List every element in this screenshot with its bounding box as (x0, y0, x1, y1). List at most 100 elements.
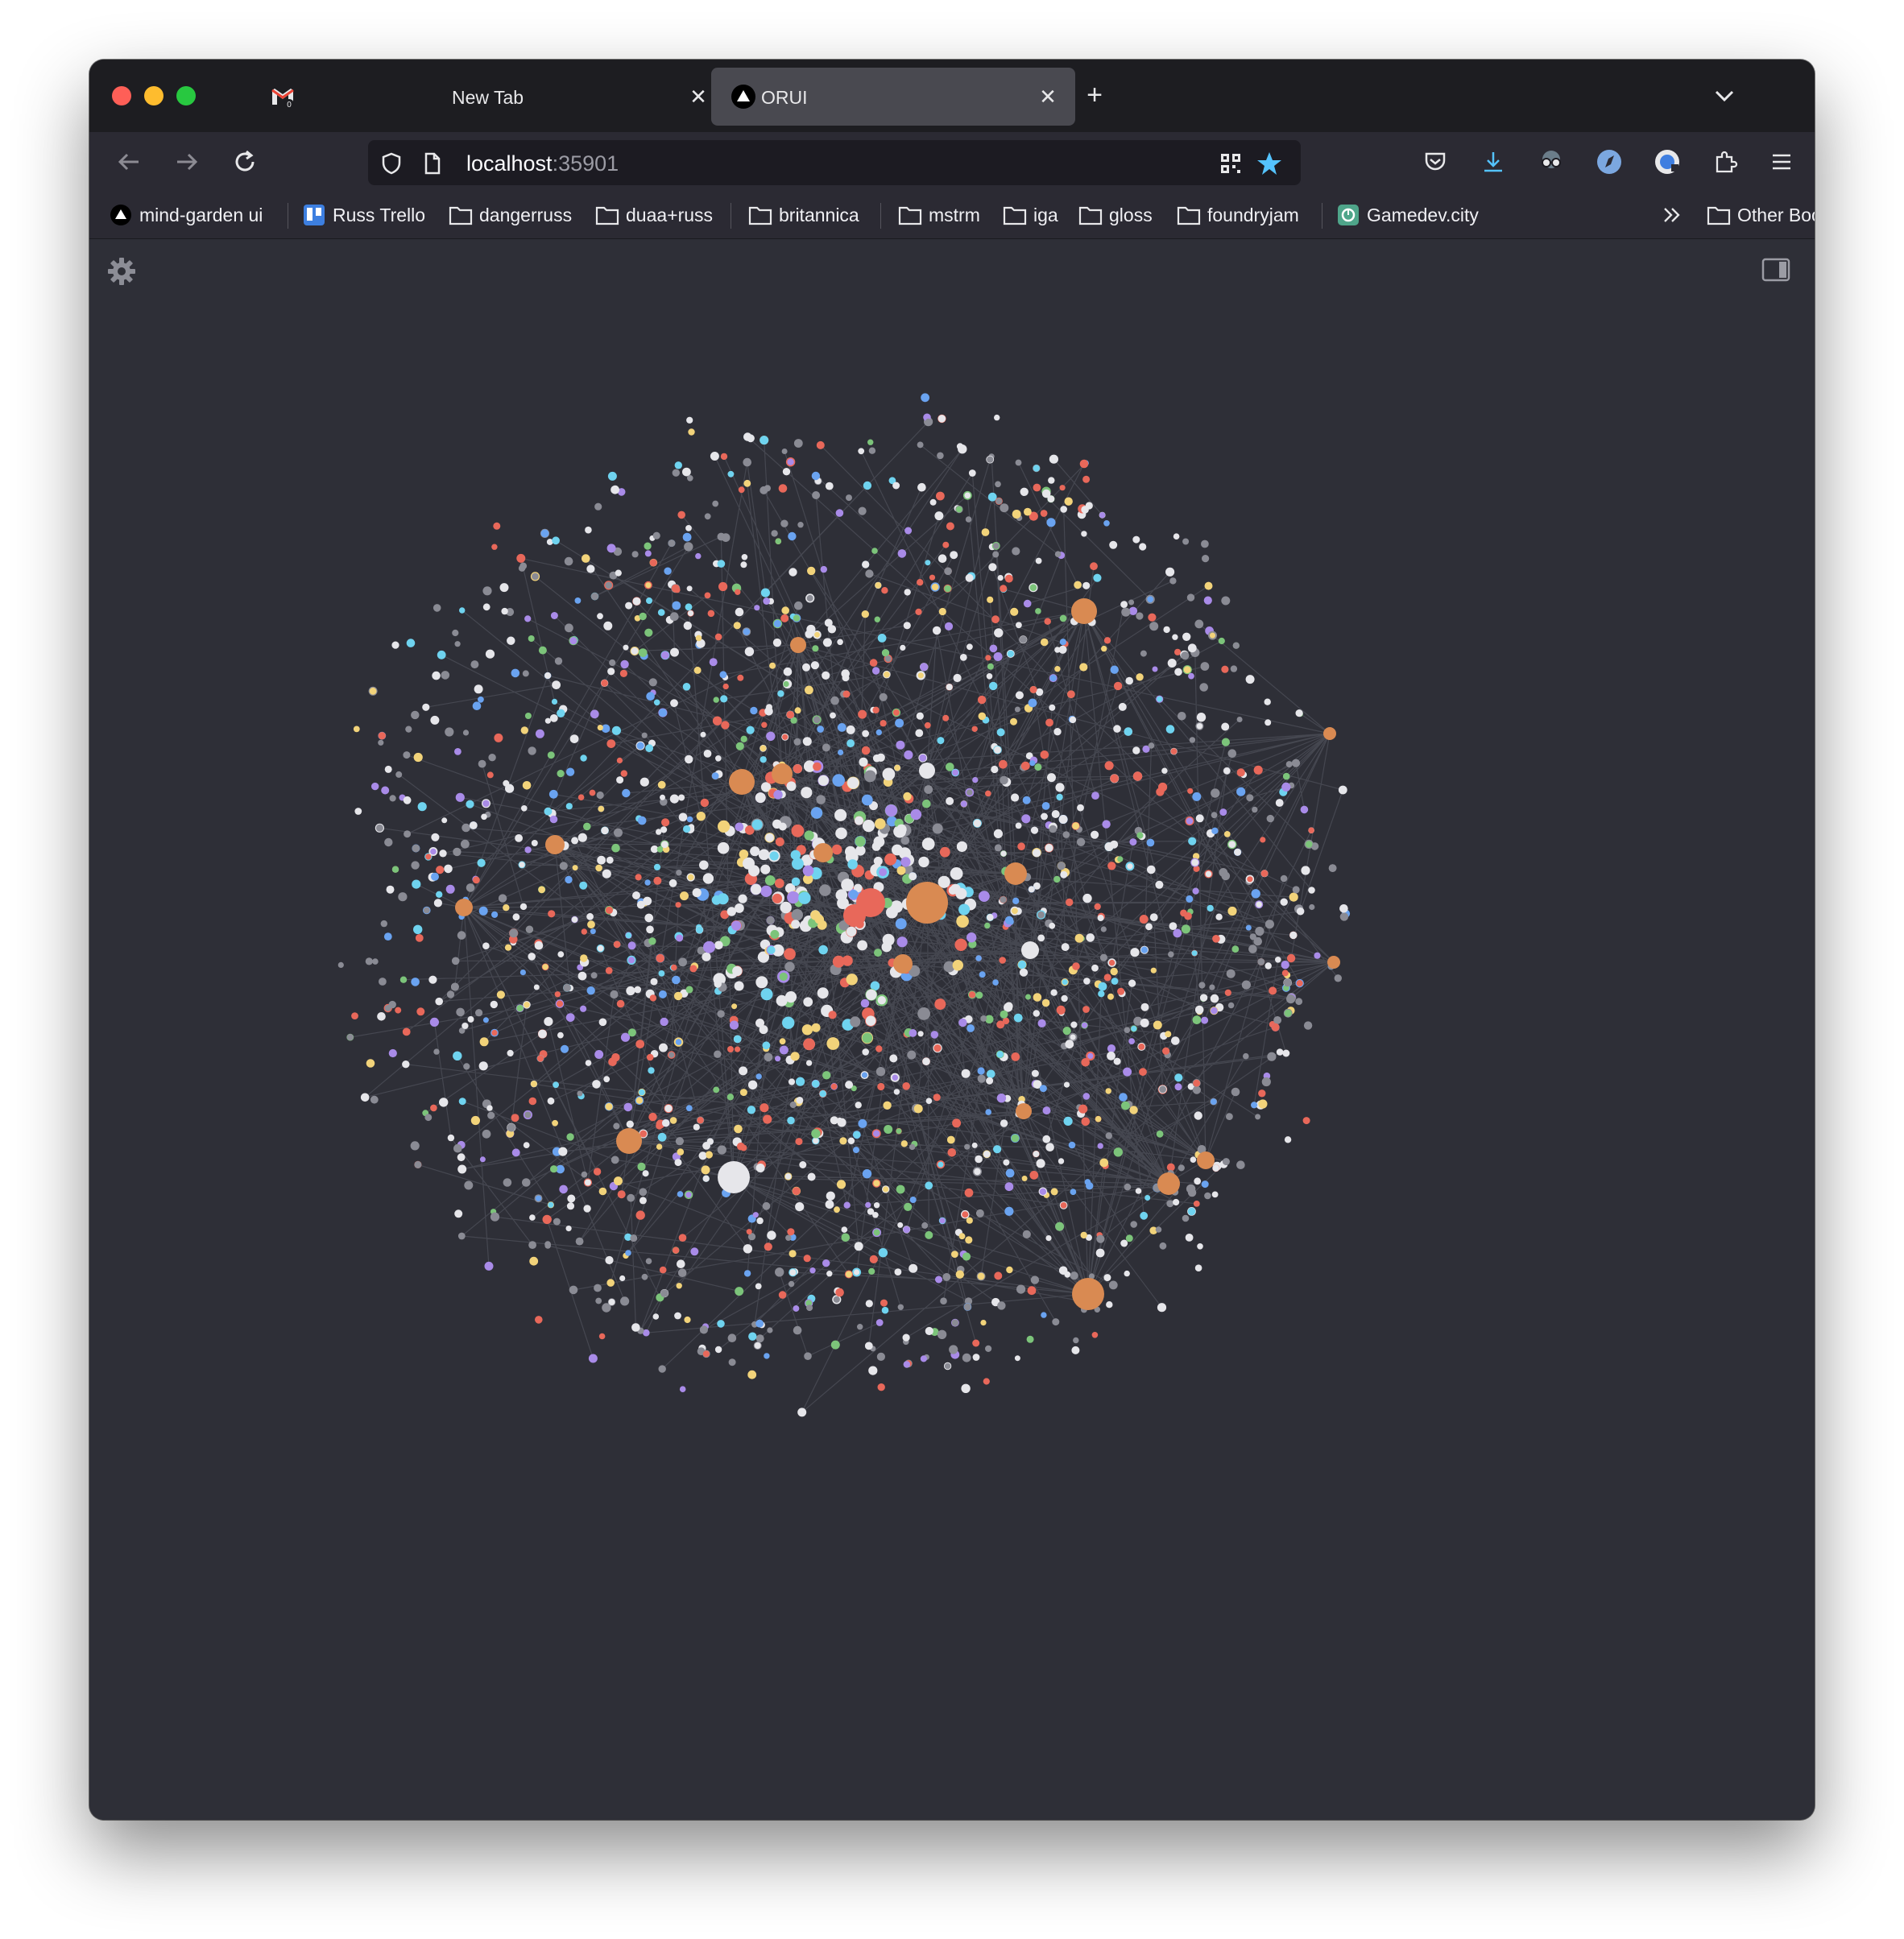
graph-node[interactable] (720, 910, 730, 920)
graph-node[interactable] (1033, 1151, 1040, 1158)
graph-node[interactable] (583, 1205, 591, 1213)
graph-node[interactable] (462, 1023, 469, 1029)
graph-node[interactable] (592, 1080, 601, 1089)
graph-node[interactable] (709, 658, 718, 667)
graph-node[interactable] (638, 901, 644, 908)
graph-node[interactable] (813, 762, 822, 771)
graph-node[interactable] (718, 820, 731, 833)
graph-node[interactable] (934, 511, 943, 520)
graph-node[interactable] (671, 584, 680, 593)
graph-node[interactable] (668, 540, 676, 548)
graph-hub-node[interactable] (843, 904, 866, 927)
graph-node[interactable] (1249, 933, 1256, 941)
graph-node[interactable] (1076, 837, 1086, 846)
graph-node[interactable] (846, 974, 858, 986)
graph-node[interactable] (1107, 993, 1114, 1000)
graph-node[interactable] (1062, 1027, 1071, 1036)
graph-node[interactable] (1289, 892, 1298, 902)
graph-node[interactable] (1284, 1009, 1292, 1017)
graph-node[interactable] (1037, 1019, 1046, 1027)
graph-node[interactable] (755, 792, 766, 804)
graph-node[interactable] (1082, 893, 1092, 903)
graph-node[interactable] (743, 1244, 753, 1254)
graph-node[interactable] (677, 1148, 685, 1156)
graph-node[interactable] (648, 1067, 655, 1074)
graph-node[interactable] (881, 587, 888, 594)
graph-node[interactable] (776, 994, 788, 1007)
graph-node[interactable] (1029, 1171, 1039, 1180)
graph-node[interactable] (446, 990, 455, 998)
graph-node[interactable] (894, 826, 905, 837)
graph-node[interactable] (786, 710, 795, 719)
graph-node[interactable] (619, 1275, 626, 1282)
graph-node[interactable] (875, 1067, 886, 1077)
download-icon[interactable] (1476, 145, 1510, 179)
graph-node[interactable] (433, 1048, 440, 1055)
graph-node[interactable] (575, 1237, 584, 1246)
graph-node[interactable] (873, 836, 885, 848)
graph-node[interactable] (739, 850, 749, 859)
graph-node[interactable] (346, 1034, 354, 1041)
graph-node[interactable] (548, 789, 558, 799)
graph-node[interactable] (1033, 483, 1041, 492)
graph-node[interactable] (741, 554, 748, 560)
graph-node[interactable] (657, 609, 665, 616)
graph-node[interactable] (780, 901, 792, 914)
graph-node[interactable] (817, 987, 829, 999)
graph-node[interactable] (1081, 1022, 1088, 1028)
graph-node[interactable] (713, 697, 719, 703)
graph-node[interactable] (752, 1212, 759, 1218)
graph-node[interactable] (1128, 606, 1138, 615)
graph-hub-node[interactable] (919, 763, 935, 779)
graph-node[interactable] (832, 955, 845, 968)
graph-node[interactable] (507, 1123, 515, 1132)
graph-node[interactable] (910, 808, 922, 821)
graph-node[interactable] (968, 469, 976, 477)
graph-node[interactable] (1146, 838, 1155, 847)
graph-node[interactable] (684, 542, 693, 552)
graph-node[interactable] (617, 488, 626, 496)
graph-node[interactable] (1236, 787, 1246, 796)
graph-node[interactable] (778, 484, 788, 493)
graph-node[interactable] (1147, 596, 1154, 603)
graph-node[interactable] (1099, 953, 1107, 961)
graph-node[interactable] (577, 833, 587, 842)
graph-node[interactable] (653, 876, 662, 885)
graph-node[interactable] (735, 822, 744, 832)
graph-node[interactable] (587, 920, 595, 929)
graph-node[interactable] (1128, 1038, 1135, 1044)
graph-node[interactable] (1053, 728, 1062, 736)
graph-node[interactable] (802, 737, 812, 746)
bookmark-mstrm[interactable]: mstrm (898, 201, 980, 229)
graph-node[interactable] (1210, 632, 1215, 639)
graph-node[interactable] (842, 955, 853, 966)
graph-node[interactable] (1211, 788, 1220, 798)
graph-node[interactable] (765, 708, 772, 714)
graph-node[interactable] (846, 494, 852, 502)
graph-node[interactable] (1069, 716, 1077, 724)
graph-node[interactable] (806, 1304, 813, 1311)
graph-node[interactable] (877, 1082, 885, 1091)
reload-icon[interactable] (228, 145, 262, 179)
graph-node[interactable] (788, 1280, 795, 1288)
graph-node[interactable] (1070, 1271, 1078, 1280)
graph-node[interactable] (743, 628, 751, 635)
graph-node[interactable] (1289, 931, 1298, 940)
graph-node[interactable] (731, 920, 742, 931)
graph-node[interactable] (1107, 862, 1116, 870)
graph-node[interactable] (432, 671, 441, 680)
graph-node[interactable] (1182, 538, 1190, 545)
graph-node[interactable] (992, 551, 1000, 558)
graph-node[interactable] (388, 1048, 397, 1058)
graph-node[interactable] (1022, 796, 1031, 804)
graph-node[interactable] (466, 883, 475, 892)
graph-node[interactable] (699, 860, 709, 870)
graph-node[interactable] (646, 925, 654, 934)
graph-node[interactable] (652, 1313, 660, 1320)
graph-node[interactable] (595, 864, 602, 872)
graph-node[interactable] (921, 1222, 929, 1229)
graph-node[interactable] (478, 696, 484, 703)
graph-node[interactable] (454, 641, 461, 647)
graph-node[interactable] (965, 1236, 973, 1244)
graph-node[interactable] (1040, 638, 1049, 647)
